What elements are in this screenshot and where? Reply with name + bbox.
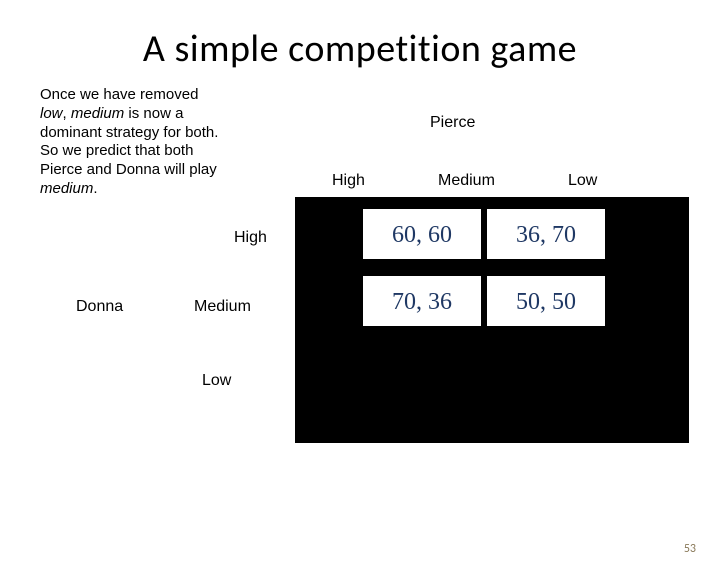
payoff-cell-high-high: 60, 60	[362, 208, 482, 260]
desc-p4: .	[93, 180, 97, 197]
desc-p2: ,	[63, 105, 71, 122]
payoff-cell-medium-high: 70, 36	[362, 275, 482, 327]
col-header-medium: Medium	[438, 172, 495, 190]
row-player-label: Donna	[76, 298, 123, 316]
page-number: 53	[684, 542, 696, 556]
row-header-low: Low	[202, 372, 231, 390]
slide-title: A simple competition game	[0, 26, 720, 72]
col-header-high: High	[332, 172, 365, 190]
slide-content: Once we have removed low, medium is now …	[0, 72, 720, 492]
payoff-cell-medium-medium: 50, 50	[486, 275, 606, 327]
desc-p1: Once we have removed	[40, 86, 198, 103]
col-header-low: Low	[568, 172, 597, 190]
payoff-cell-high-medium: 36, 70	[486, 208, 606, 260]
row-header-high: High	[234, 229, 267, 247]
desc-medium: medium	[71, 105, 124, 122]
desc-low: low	[40, 105, 63, 122]
row-header-medium: Medium	[194, 298, 251, 316]
description-text: Once we have removed low, medium is now …	[40, 86, 220, 199]
desc-medium2: medium	[40, 180, 93, 197]
column-player-label: Pierce	[430, 114, 475, 132]
